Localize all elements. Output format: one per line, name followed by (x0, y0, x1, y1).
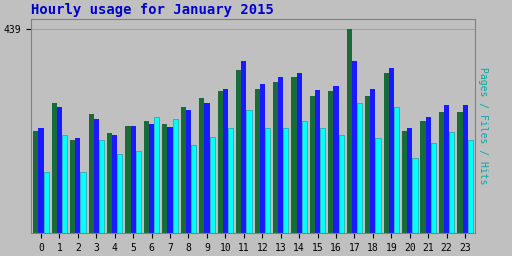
Bar (296, 72, 302, 233)
Bar (57, 107, 62, 233)
Bar (291, 77, 296, 233)
Bar (228, 128, 233, 233)
Bar (467, 140, 473, 233)
Bar (181, 107, 186, 233)
Bar (131, 126, 136, 233)
Y-axis label: Pages / Files / Hits: Pages / Files / Hits (478, 67, 488, 185)
Bar (89, 114, 94, 233)
Bar (162, 124, 167, 233)
Bar (125, 126, 131, 233)
Bar (315, 90, 320, 233)
Bar (278, 77, 283, 233)
Bar (149, 124, 154, 233)
Bar (310, 96, 315, 233)
Bar (33, 131, 38, 233)
Bar (136, 152, 141, 233)
Bar (347, 29, 352, 233)
Bar (99, 140, 104, 233)
Bar (439, 112, 444, 233)
Bar (365, 96, 370, 233)
Bar (412, 158, 418, 233)
Bar (62, 135, 67, 233)
Bar (38, 128, 44, 233)
Bar (204, 103, 209, 233)
Bar (375, 137, 380, 233)
Bar (352, 61, 357, 233)
Bar (144, 121, 149, 233)
Bar (383, 72, 389, 233)
Bar (457, 112, 462, 233)
Bar (420, 121, 425, 233)
Bar (394, 107, 399, 233)
Bar (117, 154, 122, 233)
Bar (236, 70, 241, 233)
Bar (333, 87, 338, 233)
Bar (173, 119, 178, 233)
Bar (425, 117, 431, 233)
Bar (52, 103, 57, 233)
Bar (260, 84, 265, 233)
Bar (320, 128, 325, 233)
Bar (302, 121, 307, 233)
Bar (444, 105, 449, 233)
Bar (186, 110, 191, 233)
Bar (431, 143, 436, 233)
Bar (338, 135, 344, 233)
Bar (265, 128, 270, 233)
Bar (218, 91, 223, 233)
Bar (273, 82, 278, 233)
Bar (283, 128, 288, 233)
Bar (167, 127, 173, 233)
Bar (246, 110, 251, 233)
Bar (80, 172, 86, 233)
Bar (462, 105, 467, 233)
Bar (389, 68, 394, 233)
Bar (449, 132, 455, 233)
Bar (241, 61, 246, 233)
Bar (94, 119, 99, 233)
Bar (75, 137, 80, 233)
Bar (407, 128, 412, 233)
Bar (70, 140, 75, 233)
Bar (254, 89, 260, 233)
Bar (191, 145, 196, 233)
Bar (328, 91, 333, 233)
Text: Hourly usage for January 2015: Hourly usage for January 2015 (31, 4, 274, 17)
Bar (154, 117, 159, 233)
Bar (223, 89, 228, 233)
Bar (112, 135, 117, 233)
Bar (209, 137, 215, 233)
Bar (357, 103, 362, 233)
Bar (107, 133, 112, 233)
Bar (370, 89, 375, 233)
Bar (199, 98, 204, 233)
Bar (44, 172, 49, 233)
Bar (402, 131, 407, 233)
